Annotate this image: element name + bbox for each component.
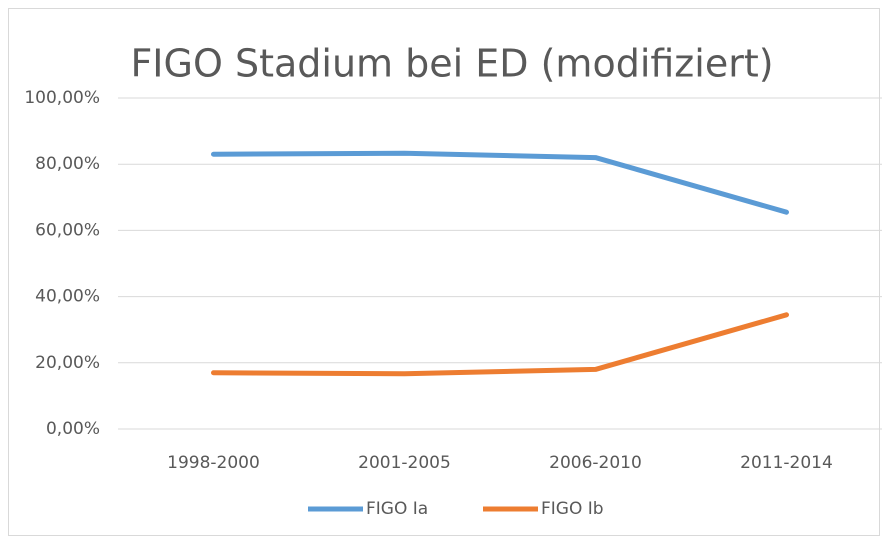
- x-tick-label: 2006-2010: [549, 453, 642, 473]
- chart-border: [8, 8, 880, 536]
- y-tick-label: 40,00%: [35, 287, 100, 307]
- x-tick-label: 1998-2000: [167, 453, 260, 473]
- chart-title: FIGO Stadium bei ED (modifiziert): [130, 42, 773, 86]
- y-tick-label: 100,00%: [24, 88, 100, 108]
- y-tick-label: 0,00%: [46, 419, 100, 439]
- x-tick-label: 2011-2014: [740, 453, 833, 473]
- y-tick-label: 80,00%: [35, 154, 100, 174]
- y-tick-label: 20,00%: [35, 353, 100, 373]
- line: [211, 150, 789, 215]
- x-tick-label: 2001-2005: [358, 453, 451, 473]
- line: [211, 312, 789, 377]
- legend-label: FIGO Ib: [541, 499, 604, 519]
- y-tick-label: 60,00%: [35, 220, 100, 240]
- legend-label: FIGO Ia: [366, 499, 428, 519]
